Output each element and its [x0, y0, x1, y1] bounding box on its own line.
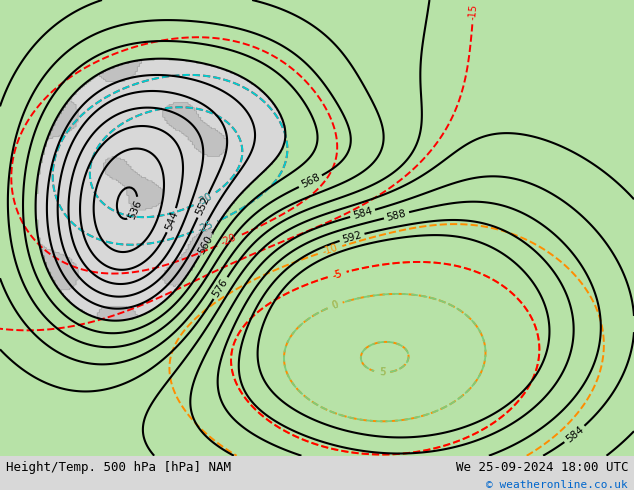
Text: 584: 584: [564, 424, 585, 444]
Text: -5: -5: [331, 268, 343, 280]
Text: 552: 552: [194, 195, 212, 217]
Text: -20: -20: [220, 233, 238, 248]
Text: -5: -5: [331, 268, 343, 280]
Text: 5: 5: [378, 367, 385, 378]
Text: 5: 5: [378, 367, 385, 378]
Text: -25: -25: [197, 219, 215, 234]
Text: -30: -30: [196, 191, 214, 207]
Text: 544: 544: [164, 209, 180, 231]
Text: 592: 592: [341, 230, 363, 245]
Text: We 25-09-2024 18:00 UTC (12+06): We 25-09-2024 18:00 UTC (12+06): [456, 461, 634, 474]
Text: -15: -15: [468, 3, 479, 20]
Text: 568: 568: [299, 172, 321, 190]
Text: 0: 0: [330, 299, 340, 311]
Text: -25: -25: [197, 219, 215, 234]
Text: Height/Temp. 500 hPa [hPa] NAM: Height/Temp. 500 hPa [hPa] NAM: [6, 461, 231, 474]
Text: 584: 584: [352, 206, 373, 221]
Text: © weatheronline.co.uk: © weatheronline.co.uk: [486, 480, 628, 490]
Text: 536: 536: [127, 198, 144, 220]
Text: 576: 576: [211, 277, 230, 299]
Text: 588: 588: [385, 208, 408, 222]
Text: 0: 0: [330, 299, 340, 311]
Text: -30: -30: [196, 191, 214, 207]
Text: -10: -10: [321, 243, 339, 257]
Text: 560: 560: [197, 234, 215, 256]
